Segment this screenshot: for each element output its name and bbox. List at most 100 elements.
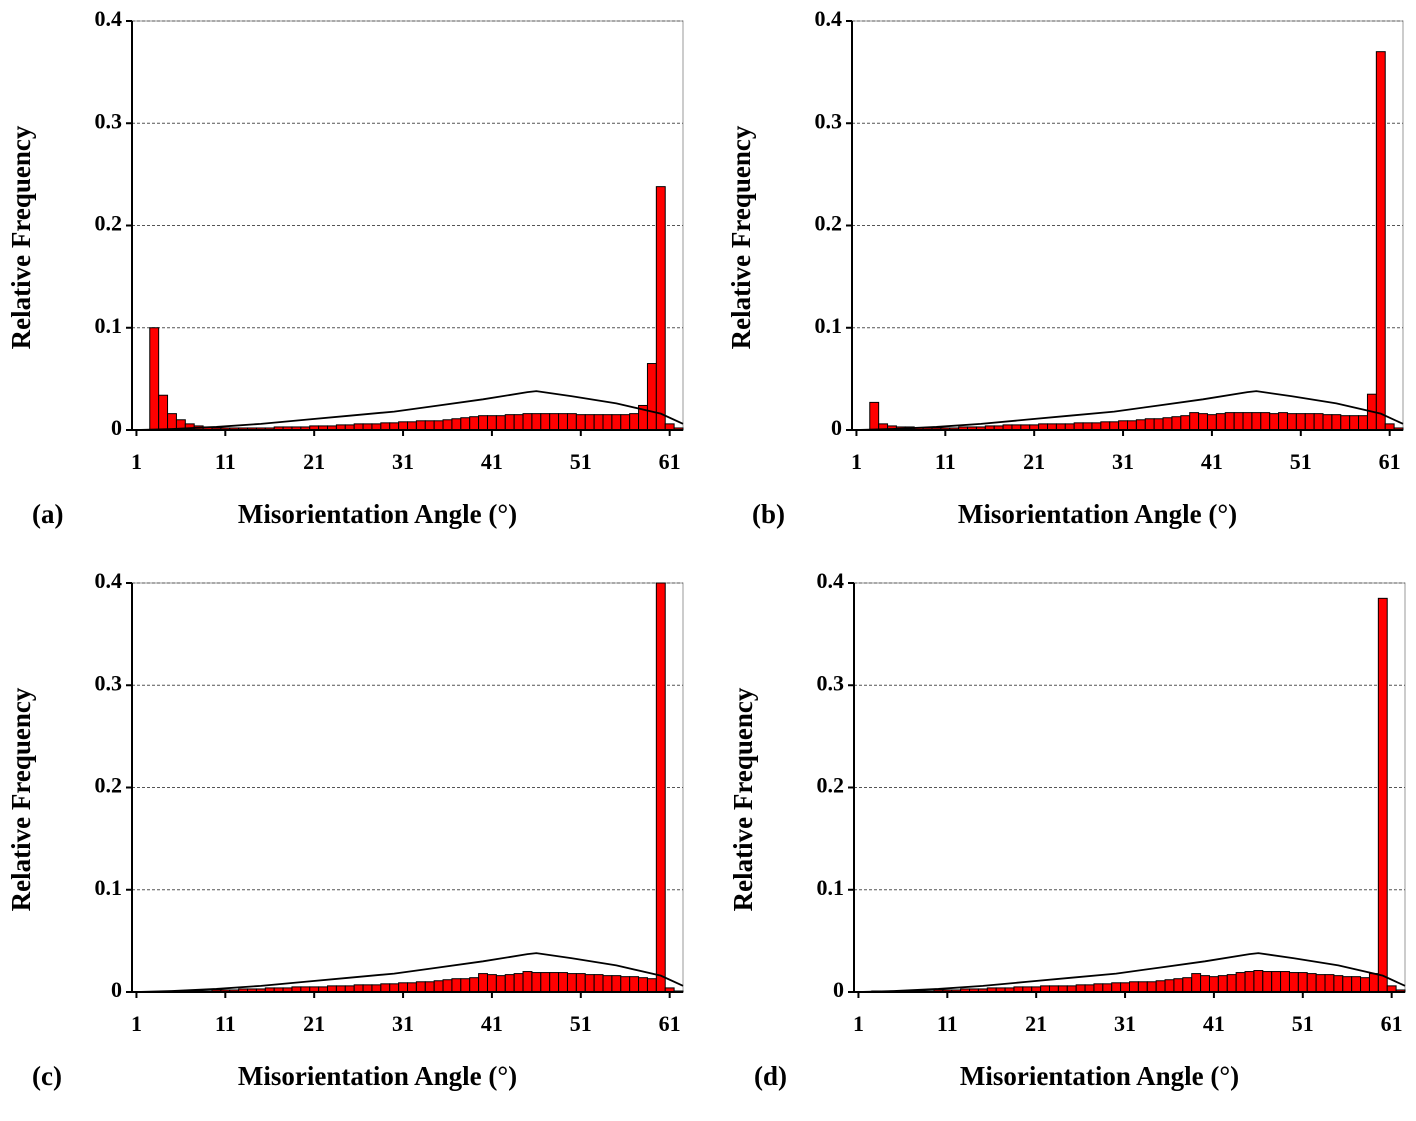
bar [1269,413,1280,431]
bar [584,974,595,993]
bar [1111,982,1122,993]
x-tick-label: 41 [1203,1011,1225,1036]
bar [371,984,382,993]
bar [584,414,595,431]
y-tick-label: 0.2 [815,211,843,236]
x-tick-label: 31 [1114,1011,1136,1036]
x-tick-label: 21 [303,449,325,474]
bar [566,413,577,431]
bar [655,582,666,993]
x-tick-label: 51 [570,1011,592,1036]
bar [460,978,471,993]
bar [380,983,391,993]
panel-label: (a) [32,499,63,529]
y-tick-label: 0 [111,977,122,1002]
bar [460,417,471,431]
bar [1208,976,1219,993]
bar [1173,978,1184,993]
x-tick-label: 21 [1025,1011,1047,1036]
bar [1331,414,1342,431]
bar [1217,975,1228,993]
bar [522,971,533,993]
bar [1224,412,1235,431]
bar [1342,976,1353,993]
bar [407,982,417,993]
bar [1271,971,1282,993]
x-tick-label: 1 [131,449,142,474]
bar [478,973,488,993]
bar [1206,414,1217,431]
x-tick-label: 31 [392,1011,414,1036]
bar [513,414,524,431]
bar [1182,977,1193,993]
bar [1162,417,1173,431]
x-axis-label: Misorientation Angle (°) [960,1061,1239,1091]
bar [433,420,444,431]
bar [495,975,506,993]
bar [1297,972,1308,993]
bar [486,415,497,431]
y-tick-label: 0.2 [95,773,123,798]
bar [1191,973,1202,993]
bar [1349,415,1360,431]
bar [611,975,622,993]
y-tick-label: 0 [833,977,844,1002]
bar [451,978,462,993]
bar [1322,414,1333,431]
bar [1091,422,1102,431]
bar [407,421,417,431]
bar [1280,971,1290,993]
curve [858,952,1406,993]
bar [558,972,568,993]
x-tick-label: 11 [215,449,236,474]
x-tick-label: 61 [1381,1011,1403,1036]
x-tick-label: 21 [1023,449,1045,474]
bar [531,413,542,431]
x-tick-label: 21 [303,1011,325,1036]
x-tick-label: 61 [659,449,681,474]
bar [362,984,373,993]
bar [540,972,551,993]
bar [415,420,426,431]
bar [1288,972,1299,993]
y-tick-label: 0.4 [817,568,845,593]
bar [451,418,462,431]
bar [522,413,533,431]
bar [1360,977,1370,993]
y-tick-label: 0.3 [815,108,843,133]
y-tick-label: 0.1 [95,313,123,338]
y-tick-label: 0 [831,415,842,440]
bar [504,414,515,431]
bar [513,973,524,993]
bar [1253,970,1264,993]
bar [1198,413,1208,431]
y-tick-label: 0.4 [95,568,123,593]
x-axis-label: Misorientation Angle (°) [238,499,517,529]
x-axis-label: Misorientation Angle (°) [958,499,1237,529]
bar [549,972,560,993]
bar [549,413,560,431]
x-tick-label: 51 [570,449,592,474]
bar [1251,412,1262,431]
bar [424,981,435,993]
bar [1306,973,1317,993]
panel-label: (b) [752,499,785,529]
bar [638,977,648,993]
bar [1180,415,1191,431]
bar [415,981,426,993]
y-tick-label: 0.4 [815,6,843,31]
bar [1135,419,1146,431]
panel-label: (c) [32,1061,62,1091]
curve [136,952,684,993]
bar [380,422,391,431]
y-tick-label: 0.3 [95,108,123,133]
bar [1368,973,1379,993]
bar [646,978,657,993]
bar [1118,420,1129,431]
bar [1084,984,1095,993]
bar [1137,981,1148,993]
bar [1093,983,1104,993]
bar [558,413,568,431]
bar [629,976,640,993]
